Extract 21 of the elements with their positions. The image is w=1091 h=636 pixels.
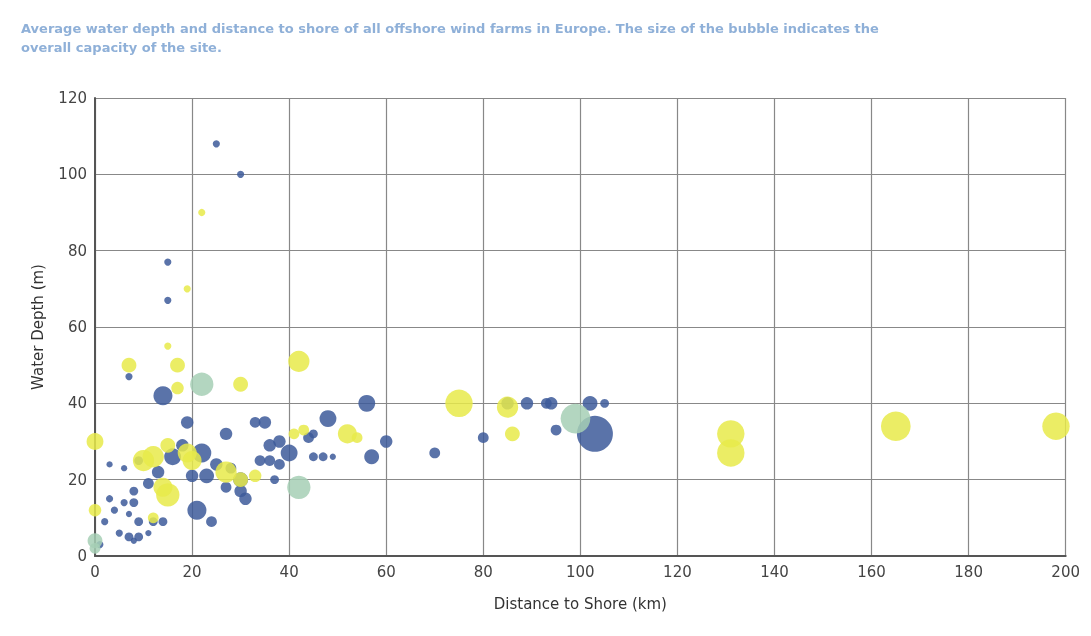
chart-title: Average water depth and distance to shore of all offshore wind farms in Europe. The size of the bubble indicates the overall capacity of the site. bbox=[21, 21, 884, 55]
y-tick-label: 100 bbox=[58, 165, 87, 184]
x-tick-label: 120 bbox=[663, 562, 692, 581]
y-tick-label: 80 bbox=[67, 241, 87, 260]
x-tick-label: 0 bbox=[90, 562, 100, 581]
y-tick-label: 40 bbox=[67, 394, 87, 413]
y-tick-label: 120 bbox=[58, 89, 87, 107]
x-tick-label: 160 bbox=[857, 562, 886, 581]
x-tick-label: 100 bbox=[566, 562, 595, 581]
x-tick-label: 60 bbox=[376, 562, 396, 581]
x-tick-label: 20 bbox=[182, 562, 202, 581]
x-tick-label: 200 bbox=[1051, 562, 1081, 581]
x-tick-label: 180 bbox=[954, 562, 983, 581]
x-tick-label: 40 bbox=[279, 562, 299, 581]
y-tick-label: 60 bbox=[67, 318, 87, 336]
x-tick-label: 140 bbox=[760, 562, 789, 581]
y-tick-label: 20 bbox=[67, 470, 87, 489]
y-tick-label: 0 bbox=[77, 547, 87, 565]
y-axis-title: Water Depth (m) bbox=[28, 264, 47, 390]
x-tick-label: 80 bbox=[473, 562, 493, 581]
x-axis-title: Distance to Shore (km) bbox=[493, 594, 667, 613]
